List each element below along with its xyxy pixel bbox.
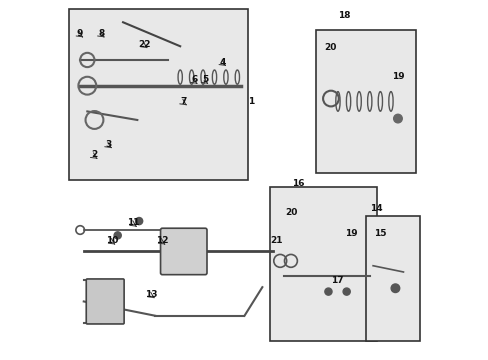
Text: 19: 19	[391, 72, 404, 81]
Text: 4: 4	[220, 58, 226, 67]
Bar	[365, 216, 419, 341]
Text: 22: 22	[138, 40, 150, 49]
Circle shape	[343, 288, 349, 295]
Text: 18: 18	[338, 11, 350, 20]
Text: 12: 12	[156, 236, 168, 245]
FancyBboxPatch shape	[160, 228, 206, 275]
Text: 20: 20	[284, 208, 297, 217]
Text: 2: 2	[91, 150, 98, 159]
Circle shape	[393, 114, 402, 123]
Bar	[69, 9, 247, 180]
Circle shape	[114, 232, 121, 239]
Text: 16: 16	[291, 179, 304, 188]
Circle shape	[390, 284, 399, 293]
FancyBboxPatch shape	[86, 279, 124, 324]
Bar	[269, 187, 376, 341]
Text: 11: 11	[127, 219, 140, 228]
Text: 7: 7	[180, 97, 186, 106]
Text: 10: 10	[106, 236, 118, 245]
Text: 8: 8	[98, 29, 104, 38]
Text: 20: 20	[324, 43, 336, 52]
Text: 14: 14	[369, 204, 382, 213]
Text: 17: 17	[330, 275, 343, 284]
Text: 13: 13	[145, 290, 158, 299]
Bar	[315, 30, 415, 173]
Circle shape	[135, 217, 142, 225]
Text: 3: 3	[105, 140, 112, 149]
Text: 9: 9	[77, 29, 83, 38]
Circle shape	[324, 288, 331, 295]
Text: 15: 15	[373, 229, 386, 238]
Text: 5: 5	[202, 76, 208, 85]
Text: 21: 21	[270, 236, 283, 245]
Text: 19: 19	[345, 229, 357, 238]
Text: 1: 1	[248, 97, 254, 106]
Text: 6: 6	[191, 76, 197, 85]
